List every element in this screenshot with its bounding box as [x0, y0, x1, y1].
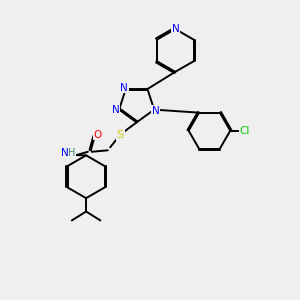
Text: Cl: Cl [239, 126, 250, 136]
Text: O: O [94, 130, 102, 140]
Text: S: S [117, 130, 124, 140]
Text: H: H [68, 148, 76, 158]
Text: N: N [112, 105, 119, 115]
Text: N: N [120, 82, 128, 92]
Text: N: N [61, 148, 69, 158]
Text: N: N [152, 106, 160, 116]
Text: N: N [172, 24, 180, 34]
